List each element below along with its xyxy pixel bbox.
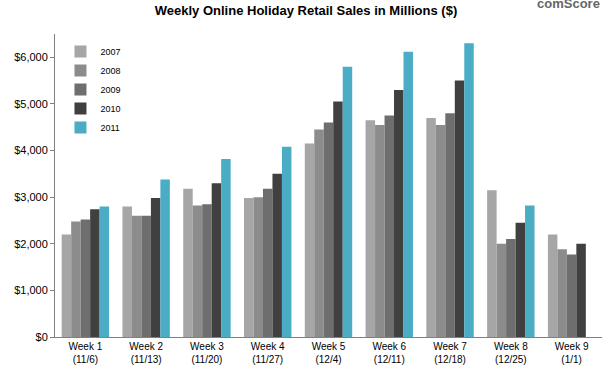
svg-text:Week 6(12/11): Week 6(12/11) [372, 341, 406, 365]
svg-text:comScore: comScore [537, 0, 600, 11]
svg-text:2008: 2008 [100, 66, 120, 76]
svg-text:Week 3(11/20): Week 3(11/20) [190, 341, 224, 365]
svg-text:$0: $0 [36, 331, 48, 343]
svg-text:Week 9(1/1): Week 9(1/1) [555, 341, 589, 365]
svg-text:Week 8(12/25): Week 8(12/25) [494, 341, 528, 365]
svg-text:$2,000: $2,000 [14, 238, 48, 250]
svg-text:$3,000: $3,000 [14, 191, 48, 203]
svg-text:Weekly Online Holiday Retail S: Weekly Online Holiday Retail Sales in Mi… [155, 3, 457, 18]
svg-text:Week 7(12/18): Week 7(12/18) [433, 341, 467, 365]
svg-text:Week 2(11/13): Week 2(11/13) [129, 341, 163, 365]
svg-text:2011: 2011 [100, 123, 119, 133]
svg-text:Week 4(11/27): Week 4(11/27) [251, 341, 285, 365]
svg-text:$6,000: $6,000 [14, 51, 48, 63]
svg-text:2007: 2007 [100, 47, 120, 57]
svg-text:2010: 2010 [100, 104, 120, 114]
svg-text:Week 5(12/4): Week 5(12/4) [312, 341, 346, 365]
svg-text:Week 1(11/6): Week 1(11/6) [69, 341, 103, 365]
svg-text:$1,000: $1,000 [14, 284, 48, 296]
svg-text:2009: 2009 [100, 85, 120, 95]
svg-text:$5,000: $5,000 [14, 98, 48, 110]
svg-text:$4,000: $4,000 [14, 144, 48, 156]
